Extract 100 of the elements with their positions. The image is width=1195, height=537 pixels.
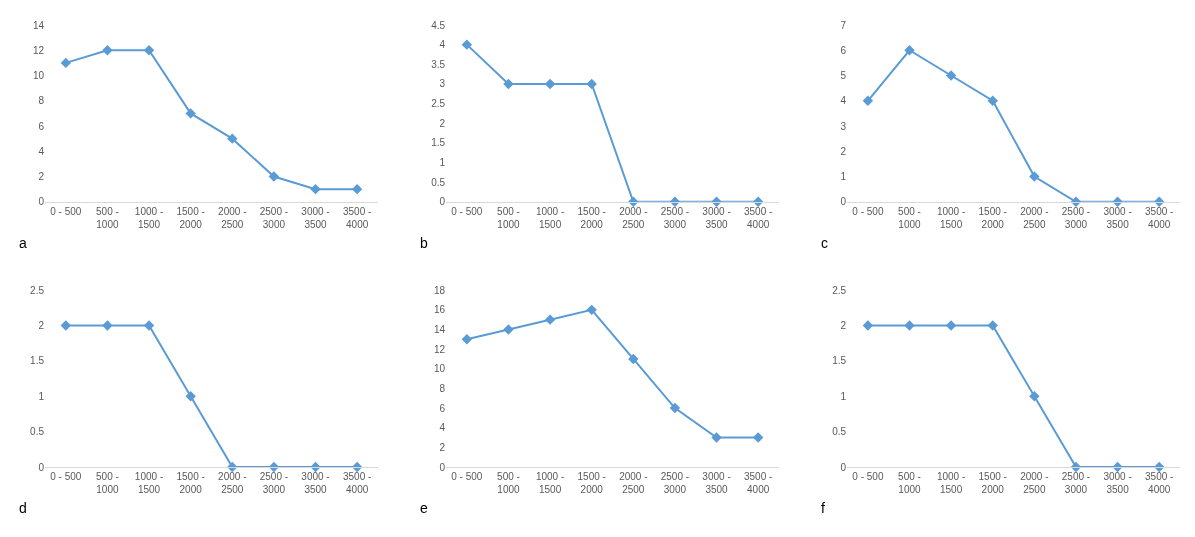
y-tick-label: 6: [840, 44, 847, 56]
y-tick-label: 0: [38, 461, 45, 473]
y-tick-label: 8: [439, 382, 446, 394]
x-tick-label: 3000 - 3500: [702, 205, 731, 230]
y-tick-label: 1: [439, 157, 446, 169]
point: [351, 183, 363, 195]
x-tick-label: 2500 - 3000: [259, 471, 289, 495]
y-tick-label: 14: [433, 323, 446, 335]
point: [586, 78, 597, 90]
x-tick-label: 2500 - 3000: [660, 205, 690, 230]
point: [1154, 461, 1165, 473]
y-tick-label: 6: [38, 120, 45, 132]
point: [268, 171, 280, 182]
point: [185, 391, 196, 402]
x-tick-label: 1000 - 1500: [535, 205, 565, 230]
x-tick-label: 2500 - 3000: [259, 205, 289, 230]
y-tick-label: 1.5: [832, 355, 847, 367]
point: [503, 78, 514, 90]
y-tick-label: 4: [38, 145, 45, 157]
x-tick-label: 2000 - 2500: [1020, 471, 1049, 495]
y-tick-label: 2.5: [30, 284, 45, 296]
y-tick-label: 10: [32, 70, 45, 82]
point: [987, 320, 998, 331]
y-tick-label: 1.5: [30, 355, 45, 367]
x-tick-label: 1000 - 1500: [936, 471, 966, 495]
x-tick-label: 2500 - 3000: [660, 471, 690, 495]
y-tick-label: 4: [840, 95, 847, 107]
x-tick-label: 3500 - 4000: [342, 205, 372, 230]
y-tick-label: 3.5: [431, 58, 446, 70]
point: [544, 314, 556, 325]
x-tick-label: 0 - 500: [451, 471, 483, 482]
text: f: [821, 500, 825, 516]
y-tick-label: 2: [840, 320, 847, 332]
y-tick-label: 0.5: [832, 426, 847, 438]
point: [862, 95, 874, 106]
x-tick-label: 2500 - 3000: [1061, 471, 1091, 495]
y-tick-label: 8: [38, 95, 45, 107]
y-tick-label: 12: [32, 44, 45, 56]
point: [945, 320, 957, 331]
point: [1029, 391, 1040, 402]
x-tick-label: 3500 - 4000: [743, 471, 773, 495]
text: d: [19, 500, 27, 516]
x-tick-label: 0 - 500: [50, 205, 82, 217]
point: [102, 45, 113, 56]
point: [904, 45, 915, 56]
y-tick-label: 4: [439, 422, 446, 434]
x-tick-label: 3000 - 3500: [1103, 205, 1132, 230]
point: [711, 432, 722, 443]
x-tick-label: 1500 - 2000: [577, 471, 606, 495]
text: b: [420, 235, 428, 251]
y-tick-label: 14: [32, 19, 45, 31]
point: [60, 57, 72, 69]
x-tick-label: 3000 - 3500: [301, 205, 330, 230]
x-tick-label: 500 - 1000: [898, 205, 922, 230]
x-tick-label: 1500 - 2000: [176, 205, 205, 230]
y-tick-label: 10: [433, 363, 446, 375]
point: [1029, 171, 1040, 182]
y-tick-label: 2: [840, 145, 847, 157]
y-tick-label: 6: [439, 402, 446, 414]
point: [669, 402, 681, 414]
x-tick-label: 1500 - 2000: [577, 205, 606, 230]
x-tick-label: 3000 - 3500: [702, 471, 731, 495]
y-tick-label: 16: [433, 304, 446, 316]
x-tick-label: 3000 - 3500: [1103, 471, 1132, 495]
y-tick-label: 18: [433, 284, 446, 296]
y-tick-label: 3: [439, 78, 446, 90]
point: [143, 320, 155, 331]
y-tick-label: 1: [38, 390, 45, 402]
x-tick-label: 500 - 1000: [898, 471, 922, 495]
point: [143, 45, 155, 56]
y-tick-label: 0: [840, 461, 847, 473]
x-tick-label: 1000 - 1500: [134, 471, 164, 495]
x-tick-label: 0 - 500: [50, 471, 82, 482]
x-tick-label: 1000 - 1500: [134, 205, 164, 230]
x-tick-label: 0 - 500: [852, 471, 884, 482]
x-tick-label: 0 - 500: [451, 205, 483, 217]
x-tick-label: 1500 - 2000: [978, 471, 1007, 495]
x-tick-label: 2000 - 2500: [218, 205, 247, 230]
point: [987, 95, 998, 106]
y-tick-label: 1: [840, 171, 847, 183]
x-tick-label: 500 - 1000: [497, 471, 521, 495]
y-tick-label: 0: [439, 461, 446, 473]
text: e: [420, 500, 428, 516]
x-tick-label: 2500 - 3000: [1061, 205, 1091, 230]
y-tick-label: 0: [439, 196, 446, 208]
point: [60, 320, 72, 331]
y-tick-label: 0: [38, 196, 45, 208]
point: [862, 320, 874, 331]
x-tick-label: 2000 - 2500: [218, 471, 247, 495]
x-tick-label: 2000 - 2500: [1020, 205, 1049, 230]
y-tick-label: 0: [840, 196, 847, 208]
x-tick-label: 3500 - 4000: [342, 471, 372, 495]
x-tick-label: 1500 - 2000: [176, 471, 205, 495]
y-tick-label: 3: [840, 120, 847, 132]
point: [310, 183, 321, 195]
y-tick-label: 1.5: [431, 137, 446, 149]
point: [185, 108, 196, 119]
y-tick-label: 2: [439, 117, 446, 129]
y-tick-label: 0.5: [30, 426, 45, 438]
y-tick-label: 2.5: [832, 284, 847, 296]
